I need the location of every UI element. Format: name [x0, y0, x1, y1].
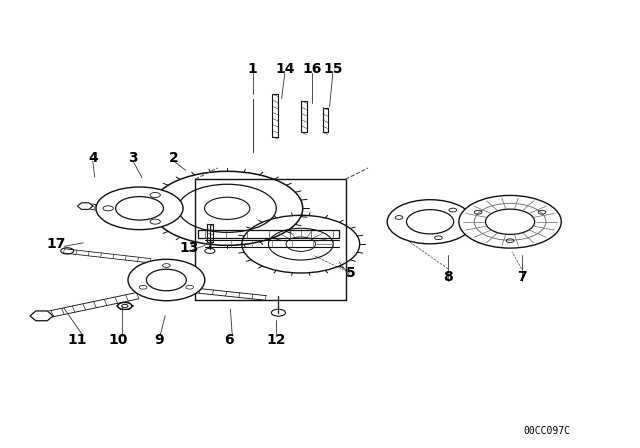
Ellipse shape — [459, 195, 561, 248]
Text: 13: 13 — [180, 241, 199, 255]
Polygon shape — [77, 203, 93, 209]
Text: 3: 3 — [128, 151, 138, 165]
Ellipse shape — [128, 259, 205, 301]
Text: 12: 12 — [267, 333, 286, 348]
Ellipse shape — [387, 200, 473, 244]
Text: 11: 11 — [67, 333, 86, 348]
Text: 7: 7 — [516, 270, 527, 284]
Text: 8: 8 — [443, 270, 453, 284]
Text: 10: 10 — [109, 333, 128, 348]
Polygon shape — [30, 311, 53, 321]
Text: 00CC097C: 00CC097C — [524, 426, 571, 436]
Ellipse shape — [96, 187, 183, 230]
Text: 6: 6 — [224, 333, 234, 348]
Text: 1: 1 — [248, 62, 258, 77]
Text: 2: 2 — [169, 151, 179, 165]
Text: 15: 15 — [323, 62, 342, 77]
Text: 14: 14 — [275, 62, 294, 77]
Text: 9: 9 — [154, 333, 164, 348]
Text: 17: 17 — [47, 237, 66, 251]
Text: 4: 4 — [88, 151, 98, 165]
Text: 16: 16 — [303, 62, 322, 77]
Text: 5: 5 — [346, 266, 356, 280]
